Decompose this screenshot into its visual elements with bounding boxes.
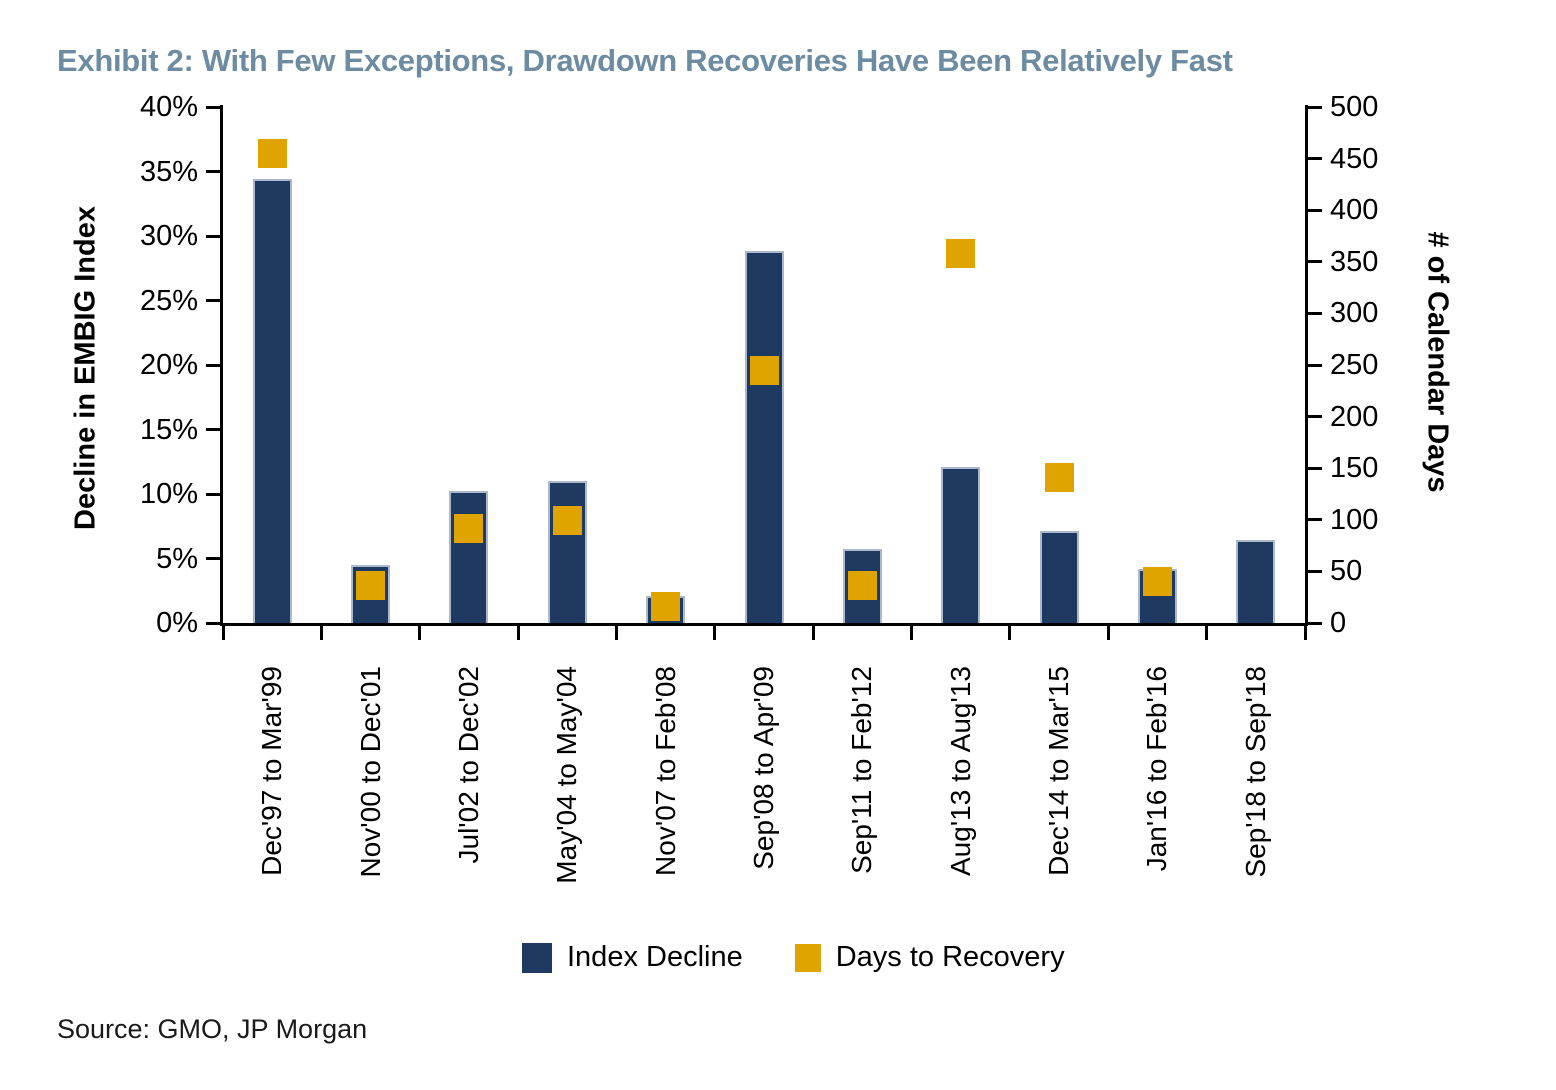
- marker-days-to-recovery: [257, 138, 287, 168]
- marker-days-to-recovery: [651, 591, 681, 621]
- left-axis-tick: [206, 428, 220, 431]
- right-axis-tick-label: 350: [1330, 245, 1379, 278]
- chart-title: Exhibit 2: With Few Exceptions, Drawdown…: [57, 42, 1233, 78]
- right-axis-tick: [1308, 311, 1322, 315]
- left-axis-tick-label: 20%: [139, 349, 198, 381]
- x-axis-tick: [1303, 626, 1307, 640]
- right-axis-tick-label: 200: [1330, 400, 1379, 433]
- bar-index-decline: [547, 481, 587, 623]
- right-axis-tick-label: 450: [1330, 142, 1379, 175]
- left-axis-tick: [206, 299, 220, 302]
- right-axis-tick-label: 500: [1330, 91, 1379, 123]
- legend: Index Decline Days to Recovery: [522, 941, 1065, 974]
- marker-days-to-recovery: [356, 571, 386, 601]
- left-axis-tick-label: 15%: [139, 413, 198, 446]
- legend-label-days-to-recovery: Days to Recovery: [835, 941, 1065, 973]
- marker-days-to-recovery: [1142, 567, 1172, 597]
- right-axis-tick-label: 50: [1330, 555, 1363, 588]
- left-axis-tick: [206, 170, 220, 173]
- left-axis-tick: [206, 621, 220, 625]
- bar-index-decline: [252, 179, 292, 623]
- x-axis-category-label: Aug'13 to Aug'13: [944, 666, 976, 876]
- x-axis-category-label: Jan'16 to Feb'16: [1141, 666, 1173, 872]
- left-axis-tick-label: 10%: [139, 478, 198, 510]
- right-axis-tick: [1308, 260, 1322, 264]
- legend-swatch-index-decline: [522, 942, 552, 973]
- right-axis-tick-label: 150: [1330, 452, 1379, 485]
- right-axis-tick-label: 250: [1330, 349, 1379, 381]
- right-axis-tick: [1308, 208, 1322, 212]
- x-axis-category-label: Nov'00 to Dec'01: [354, 666, 386, 878]
- right-axis-tick: [1308, 518, 1322, 522]
- left-axis-tick: [206, 234, 220, 238]
- right-axis-tick: [1308, 621, 1322, 625]
- x-axis-category-label: Dec'14 to Mar'15: [1043, 666, 1075, 876]
- left-axis-tick-label: 25%: [139, 284, 198, 317]
- x-axis-category-label: Jul'02 to Dec'02: [452, 666, 484, 864]
- right-axis-tick-label: 400: [1330, 194, 1379, 227]
- right-axis-tick: [1308, 569, 1322, 573]
- x-axis-category-label: Sep'08 to Apr'09: [748, 666, 779, 870]
- right-axis-tick: [1308, 415, 1322, 419]
- x-axis-tick: [811, 626, 815, 640]
- x-axis-tick: [516, 626, 520, 640]
- bar-index-decline: [941, 466, 981, 623]
- x-axis-line: [220, 623, 1308, 626]
- source-note: Source: GMO, JP Morgan: [57, 1014, 368, 1044]
- x-axis-tick: [1008, 626, 1012, 640]
- bar-index-decline: [1039, 531, 1079, 623]
- left-axis-tick: [206, 105, 220, 109]
- left-axis-tick-label: 35%: [139, 155, 198, 188]
- x-axis-tick: [1106, 626, 1110, 640]
- marker-days-to-recovery: [847, 571, 877, 601]
- left-axis-tick: [206, 363, 220, 367]
- bar-index-decline: [449, 491, 489, 623]
- x-axis-category-label: Sep'11 to Feb'12: [846, 666, 878, 874]
- right-axis-tick: [1308, 157, 1322, 161]
- x-axis-category-label: May'04 to May'04: [551, 666, 583, 884]
- left-axis-line: [220, 105, 223, 626]
- right-axis-tick-label: 100: [1330, 503, 1379, 536]
- right-axis-tick: [1308, 363, 1322, 367]
- right-axis-line: [1305, 105, 1308, 626]
- marker-days-to-recovery: [946, 239, 976, 269]
- left-axis-tick-label: 30%: [139, 220, 198, 252]
- marker-days-to-recovery: [749, 355, 779, 385]
- x-axis-tick: [418, 626, 422, 640]
- left-axis-tick: [206, 492, 220, 496]
- right-axis-tick: [1308, 466, 1322, 470]
- right-axis-tick-label: 300: [1330, 297, 1379, 330]
- legend-swatch-days-to-recovery: [794, 943, 821, 972]
- bar-index-decline: [744, 251, 784, 623]
- right-axis-tick: [1308, 105, 1322, 109]
- left-axis-tick-label: 40%: [139, 91, 198, 123]
- left-axis-tick-label: 5%: [156, 542, 198, 575]
- x-axis-tick: [614, 626, 618, 640]
- left-axis-tick-label: 0%: [156, 607, 198, 639]
- right-axis-tick-label: 0: [1330, 607, 1347, 639]
- marker-days-to-recovery: [1044, 462, 1074, 492]
- left-axis-tick: [206, 557, 220, 560]
- bar-index-decline: [1236, 540, 1276, 623]
- x-axis-tick: [713, 626, 717, 640]
- x-axis-tick: [221, 626, 225, 640]
- x-axis-tick: [1205, 626, 1209, 640]
- x-axis-category-label: Dec'97 to Mar'99: [256, 666, 288, 876]
- x-axis-category-label: Nov'07 to Feb'08: [649, 666, 681, 876]
- x-axis-tick: [319, 626, 323, 640]
- marker-days-to-recovery: [454, 513, 484, 543]
- x-axis-category-label: Sep'18 to Sep'18: [1239, 666, 1271, 878]
- legend-label-index-decline: Index Decline: [567, 941, 743, 973]
- marker-days-to-recovery: [552, 506, 582, 536]
- x-axis-tick: [910, 626, 914, 640]
